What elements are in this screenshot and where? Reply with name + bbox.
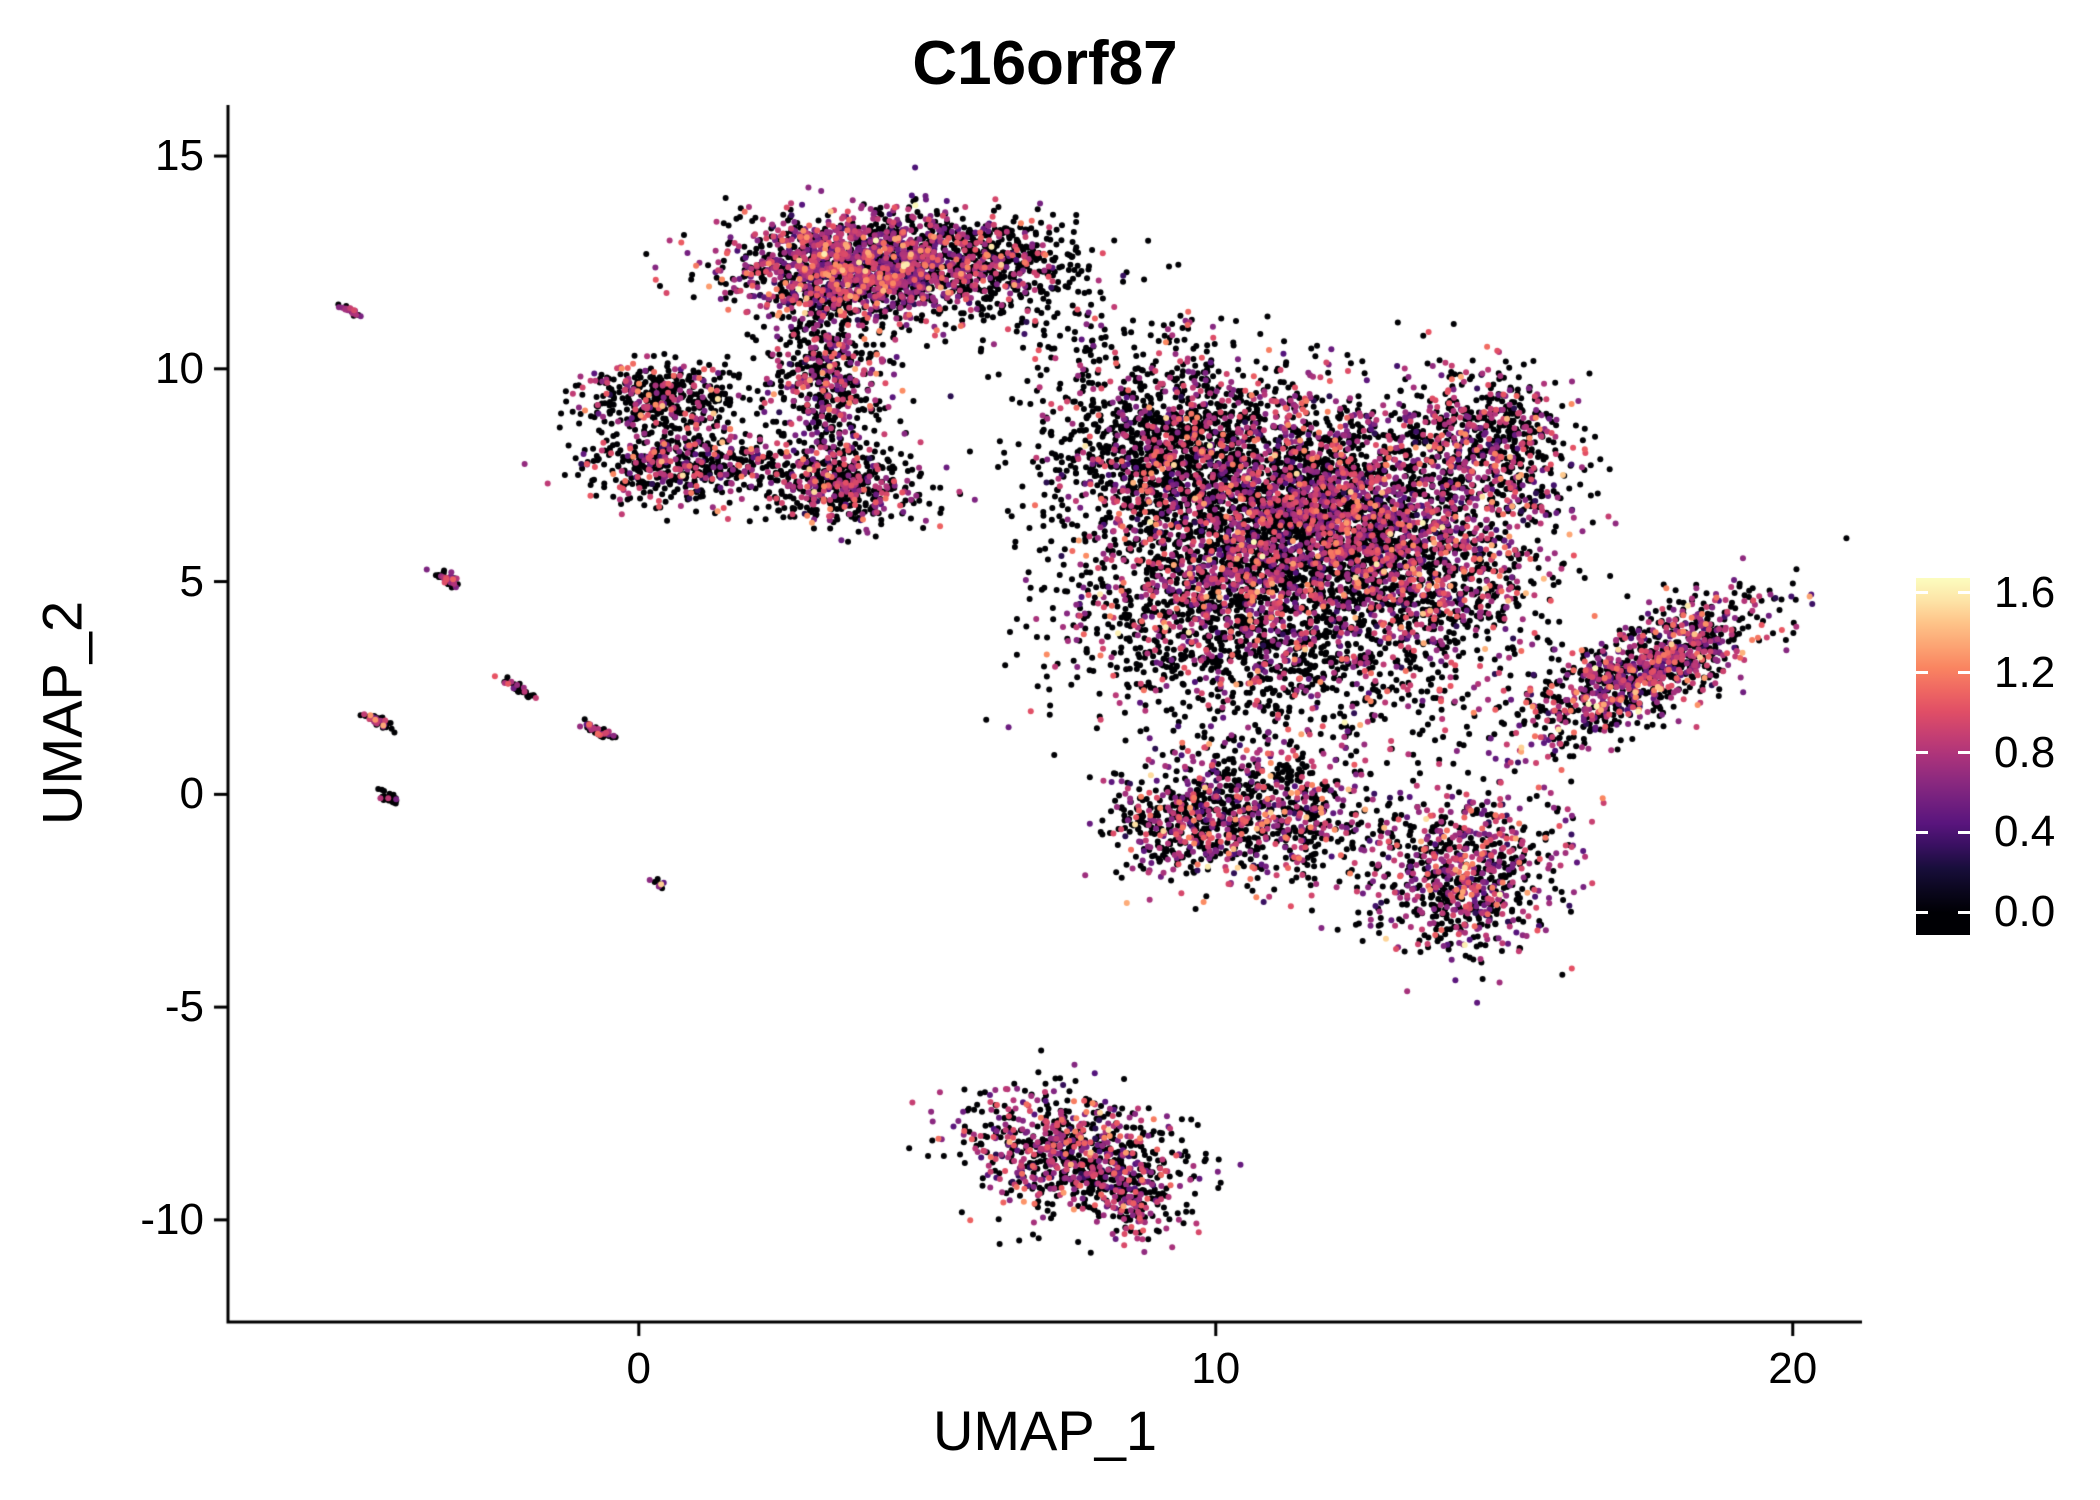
colorbar-tick-label: 0.0 [1994, 887, 2056, 937]
x-tick-label: 10 [1191, 1344, 1241, 1393]
colorbar-tick-mark [1958, 830, 1970, 834]
colorbar-tick-mark [1916, 751, 1928, 754]
colorbar-gradient [1916, 578, 1970, 935]
colorbar-tick-mark [1916, 671, 1928, 675]
colorbar-tick-mark [1958, 671, 1970, 675]
y-tick-label: 0 [179, 769, 204, 819]
colorbar-tick-mark [1916, 910, 1928, 914]
colorbar-tick-mark [1958, 910, 1970, 914]
colorbar-tick-label: 0.4 [1994, 807, 2056, 857]
y-axis-label: UMAP_2 [30, 600, 94, 826]
x-axis-label: UMAP_1 [932, 1399, 1158, 1462]
colorbar-tick-mark [1958, 751, 1970, 754]
y-tick-label: -5 [164, 982, 204, 1032]
colorbar-tick-label: 1.6 [1994, 567, 2056, 617]
x-tick-label: 20 [1768, 1344, 1818, 1393]
colorbar-tick-label: 0.8 [1994, 727, 2056, 777]
plot-title: C16orf87 [912, 29, 1178, 98]
y-tick-label: 5 [179, 556, 204, 606]
colorbar-tick-mark [1916, 591, 1928, 595]
y-tick-label: -10 [140, 1194, 204, 1244]
colorbar-tick-label: 1.2 [1994, 647, 2056, 697]
x-tick-label: 0 [626, 1344, 652, 1393]
y-tick-label: 10 [155, 343, 204, 393]
colorbar-tick-mark [1916, 830, 1928, 834]
y-tick-label: 15 [155, 131, 204, 181]
colorbar-tick-mark [1958, 591, 1970, 595]
